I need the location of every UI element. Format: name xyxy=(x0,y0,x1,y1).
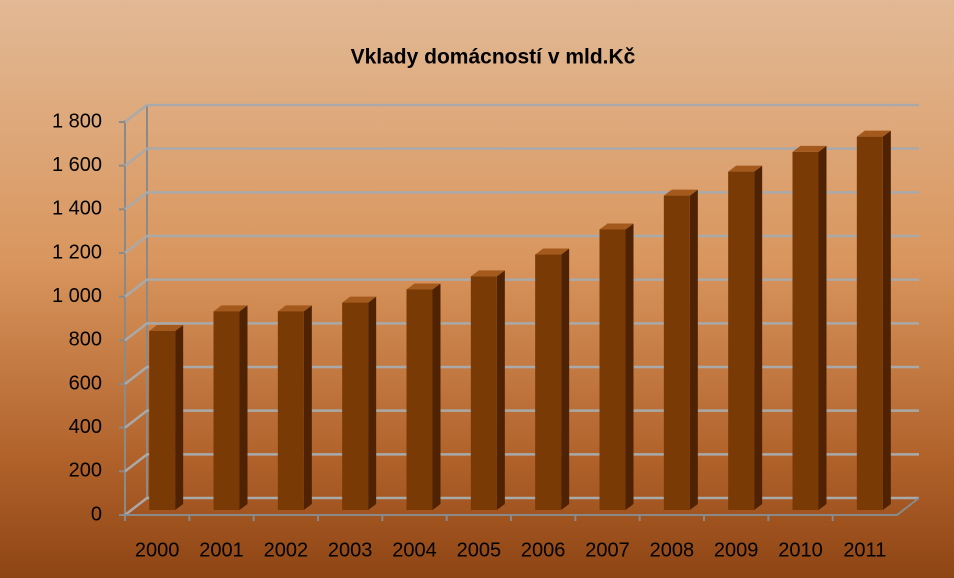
x-tick-label: 2009 xyxy=(714,539,759,561)
bar-top xyxy=(792,145,827,152)
grid-line xyxy=(124,453,919,473)
bar-side xyxy=(561,248,570,511)
x-tick-label: 2008 xyxy=(650,539,695,561)
x-tick-label: 2000 xyxy=(135,539,180,561)
bar xyxy=(663,195,690,510)
y-tick-label: 800 xyxy=(69,329,102,351)
bar-side xyxy=(818,145,827,510)
grid-line xyxy=(124,278,919,298)
bar-side xyxy=(882,130,891,510)
x-tick-label: 2001 xyxy=(199,539,244,561)
y-tick-label: 1 600 xyxy=(52,154,102,176)
bar xyxy=(856,136,883,510)
bar-side xyxy=(432,283,441,510)
bar-top xyxy=(856,130,891,137)
grid-line xyxy=(124,496,919,516)
y-tick-label: 1 000 xyxy=(52,285,102,307)
bar-top xyxy=(149,324,184,331)
x-tick-label: 2010 xyxy=(778,539,823,561)
bar xyxy=(728,171,755,511)
bar xyxy=(599,229,626,511)
bar-side xyxy=(368,296,377,510)
y-tick-label: 600 xyxy=(69,372,102,394)
x-tick-label: 2004 xyxy=(392,539,437,561)
bar xyxy=(792,151,819,510)
x-tick-label: 2007 xyxy=(585,539,630,561)
y-tick-label: 400 xyxy=(69,416,102,438)
bar xyxy=(406,289,433,510)
bar-side xyxy=(239,305,248,510)
bar xyxy=(535,254,562,510)
bar-side xyxy=(496,270,505,510)
x-tick-label: 2003 xyxy=(328,539,373,561)
bar-side xyxy=(303,305,312,510)
y-tick-label: 0 xyxy=(91,503,102,525)
bar xyxy=(470,276,497,510)
grid-line xyxy=(124,147,919,167)
bar xyxy=(213,311,240,510)
y-tick-label: 1 800 xyxy=(52,110,102,132)
x-tick-label: 2006 xyxy=(521,539,566,561)
bar-side xyxy=(689,189,698,510)
grid-line xyxy=(124,409,919,429)
bar-top xyxy=(728,165,763,172)
bar xyxy=(277,311,304,510)
bar-side xyxy=(754,165,763,511)
bar xyxy=(149,330,176,510)
bar-top xyxy=(535,248,570,255)
bar-top xyxy=(599,223,634,230)
y-tick-label: 1 400 xyxy=(52,198,102,220)
bar-top xyxy=(470,270,505,277)
bar xyxy=(342,302,369,510)
bar-top xyxy=(663,189,698,196)
x-tick-label: 2002 xyxy=(264,539,309,561)
bar-top xyxy=(277,305,312,312)
x-tick-label: 2005 xyxy=(457,539,502,561)
grid-line xyxy=(124,322,919,342)
bar-top xyxy=(213,305,248,312)
chart-title: Vklady domácností v mld.Kč xyxy=(351,46,636,69)
y-tick-label: 200 xyxy=(69,460,102,482)
bar-side xyxy=(625,223,634,511)
bar-top xyxy=(342,296,377,303)
grid-line xyxy=(124,191,919,211)
bar-side xyxy=(175,324,184,510)
bar-top xyxy=(406,283,441,290)
y-tick-label: 1 200 xyxy=(52,241,102,263)
grid-line xyxy=(124,234,919,254)
grid-line xyxy=(124,365,919,385)
grid-line xyxy=(124,103,919,123)
x-tick-label: 2011 xyxy=(843,539,886,561)
